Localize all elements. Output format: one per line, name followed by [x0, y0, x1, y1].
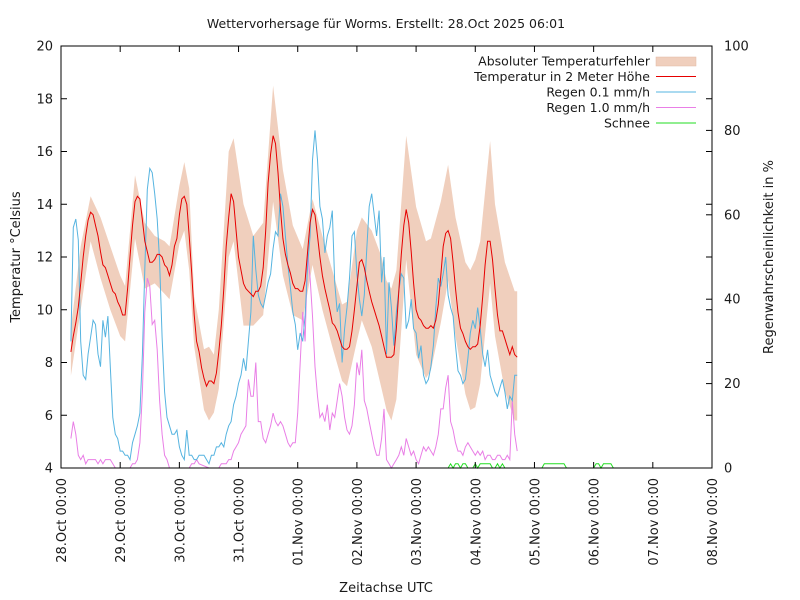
rain-0-1-line: [70, 130, 518, 466]
y-tick-label: 12: [36, 251, 53, 266]
x-tick-label: 02.Nov 00:00: [351, 478, 366, 566]
y2-axis-label: Regenwahrscheinlichkeit in %: [762, 160, 777, 354]
y-tick-label: 6: [45, 409, 53, 424]
temperature-line: [70, 135, 518, 388]
y-axis-right: 0 20 40 60 80 100: [706, 40, 749, 477]
legend-item-temp: Temperatur in 2 Meter Höhe: [473, 69, 696, 84]
legend-label: Temperatur in 2 Meter Höhe: [473, 69, 650, 84]
legend-label: Regen 1.0 mm/h: [546, 100, 650, 115]
x-tick-label: 05.Nov 00:00: [528, 478, 543, 566]
y2-tick-label: 0: [724, 462, 732, 477]
x-tick-label: 30.Oct 00:00: [173, 478, 188, 563]
rain-1-0-line: [70, 252, 518, 469]
plot-area: [70, 85, 614, 469]
y-tick-label: 10: [36, 303, 53, 318]
x-tick-label: 01.Nov 00:00: [292, 478, 307, 566]
x-tick-label: 06.Nov 00:00: [588, 478, 603, 566]
legend-label: Absoluter Temperaturfehler: [478, 54, 651, 69]
y-tick-label: 4: [45, 462, 53, 477]
y-tick-label: 18: [36, 92, 53, 107]
y-tick-label: 14: [36, 198, 53, 213]
y-axis-label: Temperatur °Celsius: [9, 191, 24, 324]
y2-tick-label: 100: [724, 40, 749, 55]
y-tick-label: 16: [36, 145, 53, 160]
y2-tick-label: 80: [724, 124, 741, 139]
x-tick-label: 08.Nov 00:00: [706, 478, 721, 566]
y-axis-left: 4 6 8 10 12 14 16 18 20: [36, 40, 712, 477]
x-tick-label: 29.Oct 00:00: [114, 478, 129, 563]
x-tick-label: 28.Oct 00:00: [55, 478, 70, 563]
legend-label: Schnee: [604, 116, 650, 131]
legend-label: Regen 0.1 mm/h: [546, 85, 650, 100]
legend-swatch: [655, 56, 697, 67]
x-axis: 28.Oct 00:00 29.Oct 00:00 30.Oct 00:00 31.O…: [55, 46, 721, 566]
x-tick-label: 07.Nov 00:00: [647, 478, 662, 566]
legend-item-snow: Schnee: [604, 116, 696, 131]
legend-item-rain01: Regen 0.1 mm/h: [546, 85, 696, 100]
y2-tick-label: 40: [724, 293, 741, 308]
x-axis-label: Zeitachse UTC: [339, 581, 433, 596]
chart-title: Wettervorhersage für Worms. Erstellt: 28…: [207, 16, 565, 31]
legend-item-band: Absoluter Temperaturfehler: [478, 54, 697, 69]
legend-item-rain10: Regen 1.0 mm/h: [546, 100, 696, 115]
x-tick-label: 03.Nov 00:00: [410, 478, 425, 566]
temperature-error-band: [70, 85, 518, 421]
x-tick-label: 31.Oct 00:00: [233, 478, 248, 563]
y-tick-label: 8: [45, 356, 53, 371]
y-tick-label: 20: [36, 40, 53, 55]
y2-tick-label: 20: [724, 377, 741, 392]
x-tick-label: 04.Nov 00:00: [469, 478, 484, 566]
y2-tick-label: 60: [724, 208, 741, 223]
snow-line: [447, 462, 614, 469]
